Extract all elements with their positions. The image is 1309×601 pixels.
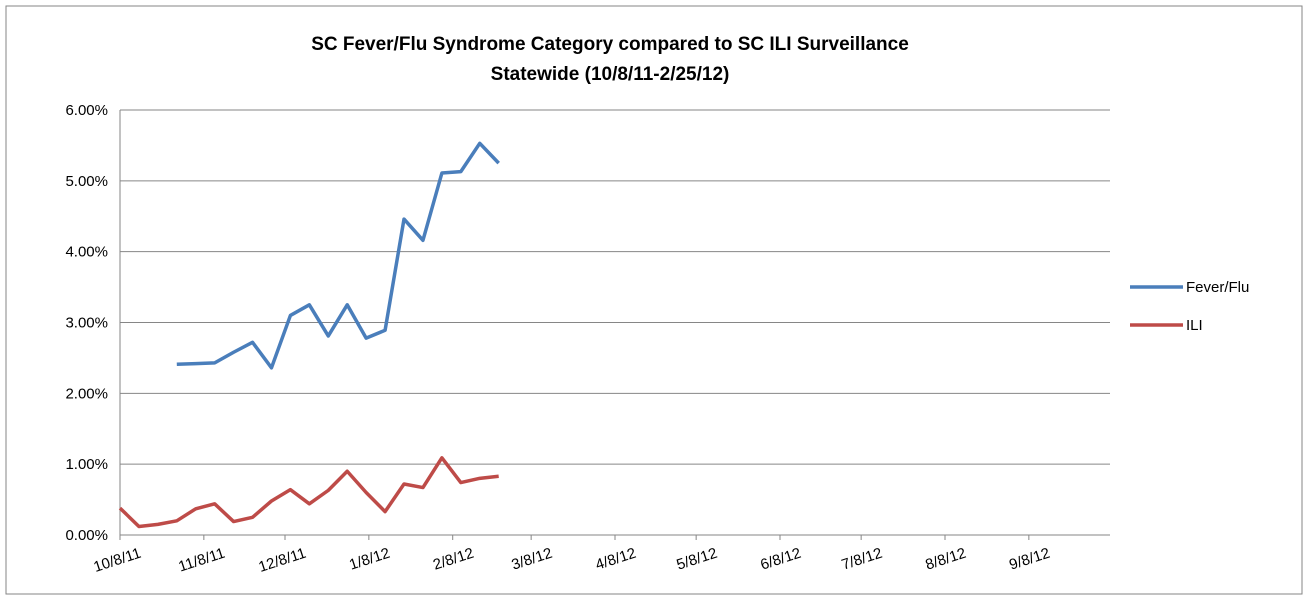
y-tick-label: 2.00%	[65, 385, 108, 402]
chart-title: Statewide (10/8/11-2/25/12)	[491, 64, 730, 85]
series-line	[118, 456, 499, 529]
y-tick-label: 4.00%	[65, 244, 108, 261]
y-tick-label: 1.00%	[65, 456, 108, 473]
y-tick-label: 6.00%	[65, 102, 108, 119]
legend-label: Fever/Flu	[1186, 279, 1249, 296]
legend-label: ILI	[1186, 317, 1203, 334]
y-tick-label: 5.00%	[65, 173, 108, 190]
series-line	[176, 141, 500, 370]
chart-title: SC Fever/Flu Syndrome Category compared …	[311, 34, 909, 55]
y-tick-label: 3.00%	[65, 315, 108, 332]
y-tick-label: 0.00%	[65, 527, 108, 544]
chart-border	[5, 5, 1303, 595]
